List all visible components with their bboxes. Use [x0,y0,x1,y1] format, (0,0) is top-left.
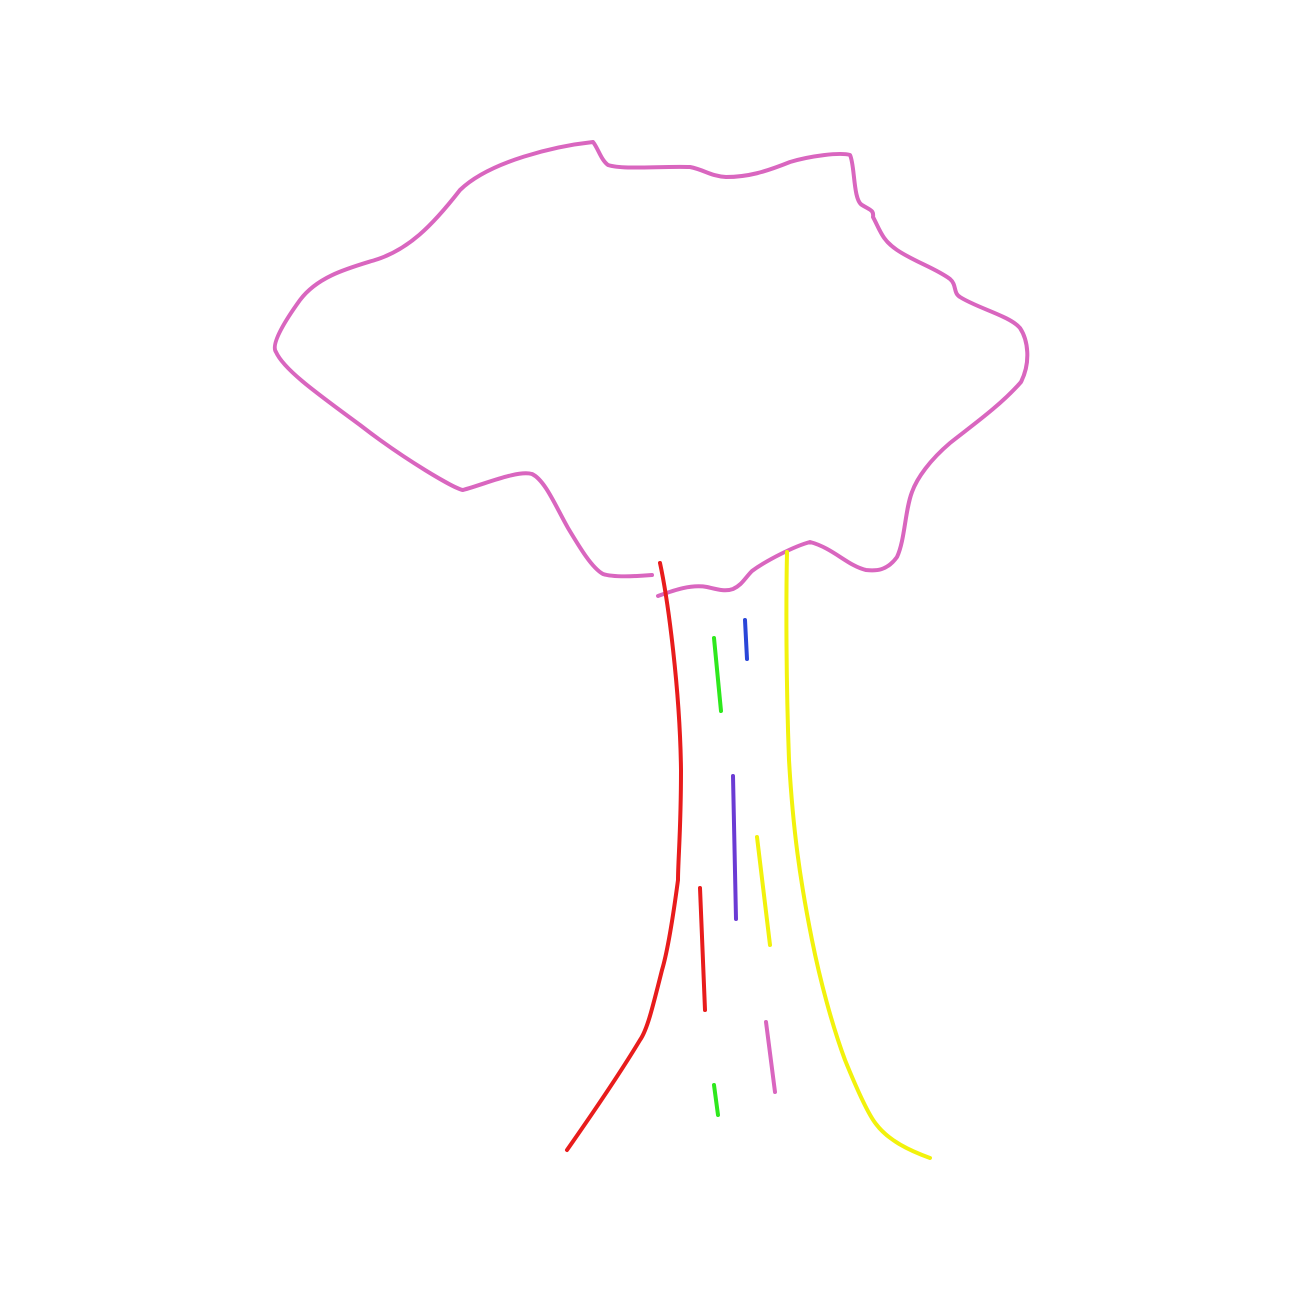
bark-mark-purple [731,774,738,921]
bark-mark-green-upper [712,636,723,713]
canopy-outline [272,140,1030,598]
bark-mark-green-lower [712,1083,720,1117]
trunk-right-outline [784,550,932,1160]
bark-mark-pink [764,1020,777,1094]
bark-mark-blue [743,618,749,661]
bark-mark-yellow [755,835,772,947]
trunk-left-outline [565,561,683,1152]
bark-mark-red [698,886,707,1012]
